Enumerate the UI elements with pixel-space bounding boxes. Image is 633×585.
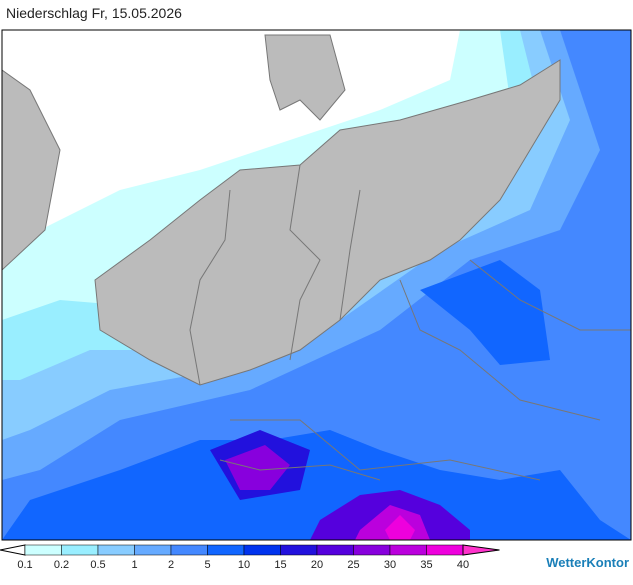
legend-swatch	[61, 544, 99, 556]
legend-label: 0.5	[90, 559, 105, 571]
legend-label: 25	[347, 559, 359, 571]
map	[1, 29, 632, 541]
denmark	[264, 34, 346, 121]
legend-swatch	[280, 544, 318, 556]
land	[94, 59, 561, 386]
legend-label: 0.1	[17, 559, 32, 571]
legend-label: 15	[274, 559, 286, 571]
legend-label: 10	[238, 559, 250, 571]
legend-label: 1	[131, 559, 137, 571]
legend-arrow	[462, 544, 500, 556]
precip-area	[385, 515, 415, 540]
legend-label: 20	[311, 559, 323, 571]
legend-swatch	[170, 544, 208, 556]
sea	[2, 30, 460, 250]
legend-swatch	[243, 544, 281, 556]
legend-swatch	[207, 544, 245, 556]
legend-label: 30	[384, 559, 396, 571]
legend-label: 2	[168, 559, 174, 571]
england	[2, 69, 61, 271]
legend-label: 0.2	[54, 559, 69, 571]
precip-area	[225, 445, 290, 490]
legend-label: 5	[204, 559, 210, 571]
legend-swatch	[97, 544, 135, 556]
legend-swatch	[389, 544, 427, 556]
legend-swatch	[24, 544, 62, 556]
brand-logo: WetterKontor	[546, 555, 629, 570]
legend-label: 40	[457, 559, 469, 571]
precip-area	[420, 260, 550, 365]
precip-area	[2, 430, 631, 540]
legend-swatch	[316, 544, 354, 556]
legend: 0.1 0.2 0.5 1 2 5 10 15 20 25 30 35 40	[0, 544, 500, 571]
legend-swatch	[353, 544, 391, 556]
map-title: Niederschlag Fr, 15.05.2026	[6, 5, 182, 21]
legend-swatch	[426, 544, 464, 556]
legend-arrow	[0, 544, 26, 556]
legend-swatch	[134, 544, 172, 556]
legend-label: 35	[420, 559, 432, 571]
border	[189, 164, 631, 481]
map-frame	[1, 29, 632, 541]
